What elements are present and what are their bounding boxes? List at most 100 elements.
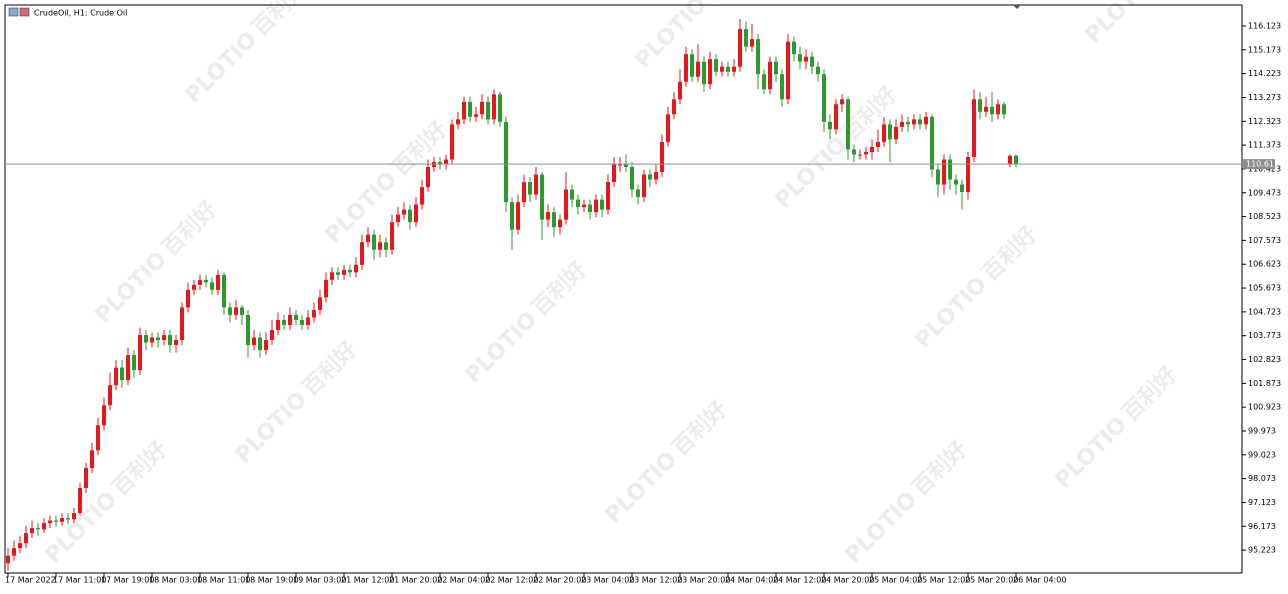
candle-body	[942, 159, 946, 185]
candle-body	[840, 99, 844, 105]
y-tick-label: 109.473	[1248, 188, 1281, 197]
candle-body	[246, 314, 250, 346]
candle-body	[726, 66, 730, 72]
candle-body	[54, 520, 58, 522]
candle-body	[1002, 104, 1006, 115]
x-tick-label: 24 Mar 12:00	[773, 576, 826, 585]
candle-body	[234, 307, 238, 315]
y-tick-label: 114.223	[1248, 69, 1281, 78]
candle-body	[948, 159, 952, 180]
candle-body	[198, 279, 202, 285]
candle-body	[846, 99, 850, 150]
candle-body	[408, 209, 412, 223]
candle-body	[990, 106, 994, 115]
candle-body	[870, 146, 874, 152]
candle-body	[18, 543, 22, 549]
candle-body	[42, 523, 46, 530]
candle-body	[174, 340, 178, 346]
candle-body	[546, 212, 550, 220]
candle-body	[744, 29, 748, 47]
candle-body	[168, 335, 172, 346]
y-tick-label: 107.573	[1248, 236, 1281, 245]
candle-body	[66, 518, 70, 520]
candle-body	[216, 274, 220, 290]
x-tick-label: 21 Mar 12:00	[341, 576, 394, 585]
candle-body	[822, 74, 826, 122]
x-tick-label: 18 Mar 11:00	[197, 576, 250, 585]
candle-body	[498, 94, 502, 122]
candle-body	[318, 297, 322, 310]
candle-body	[594, 199, 598, 213]
candle-body	[474, 114, 478, 117]
candle-body	[384, 242, 388, 250]
candle-body	[300, 319, 304, 325]
candle-body	[426, 166, 430, 188]
y-tick-label: 96.173	[1248, 522, 1276, 531]
candle-body	[180, 307, 184, 341]
candle-body	[564, 189, 568, 220]
candle-body	[738, 29, 742, 67]
candle-body	[378, 242, 382, 250]
y-tick-label: 105.673	[1248, 284, 1281, 293]
x-tick-label: 22 Mar 12:00	[485, 576, 538, 585]
x-tick-label: 22 Mar 20:00	[533, 576, 586, 585]
candle-body	[342, 269, 346, 275]
candle-body	[492, 94, 496, 120]
candle-body	[696, 61, 700, 77]
candle-body	[162, 335, 166, 341]
candle-body	[126, 355, 130, 381]
candle-body	[936, 169, 940, 185]
candle-body	[144, 335, 148, 343]
candle-body	[828, 121, 832, 130]
candle-body	[336, 272, 340, 275]
candle-body	[366, 234, 370, 243]
candle-body	[834, 104, 838, 130]
candle-body	[876, 141, 880, 147]
y-tick-label: 113.273	[1248, 93, 1281, 102]
candle-body	[966, 156, 970, 193]
candle-body	[582, 204, 586, 208]
candle-body	[756, 39, 760, 75]
candle-body	[678, 81, 682, 100]
symbol-icon	[8, 7, 30, 17]
candle-body	[960, 184, 964, 193]
candle-body	[84, 467, 88, 488]
candle-body	[204, 279, 208, 283]
candle-body	[252, 337, 256, 346]
candle-body	[810, 56, 814, 67]
candle-body	[798, 54, 802, 62]
y-tick-label: 101.873	[1248, 379, 1281, 388]
candle-body	[132, 355, 136, 371]
candle-body	[558, 219, 562, 228]
candle-body	[150, 337, 154, 343]
candle-body	[330, 272, 334, 280]
candle-body	[576, 199, 580, 208]
y-tick-label: 97.123	[1248, 498, 1276, 507]
candle-body	[864, 151, 868, 155]
candle-body	[570, 189, 574, 200]
candle-body	[888, 124, 892, 140]
candle-body	[552, 212, 556, 228]
candle-body	[480, 101, 484, 115]
candle-body	[108, 385, 112, 406]
chart-title: CrudeOil, H1: Crude Oil	[34, 9, 127, 18]
candle-body	[240, 307, 244, 315]
candle-body	[396, 214, 400, 223]
y-tick-label: 100.923	[1248, 403, 1281, 412]
candle-body	[816, 66, 820, 75]
y-tick-label: 99.023	[1248, 450, 1276, 459]
current-price-label: 110.617	[1246, 160, 1279, 169]
candle-body	[354, 264, 358, 273]
shift-marker	[1013, 5, 1021, 9]
candle-body	[1014, 155, 1018, 165]
candle-body	[114, 367, 118, 386]
candle-body	[12, 548, 16, 556]
candle-body	[714, 59, 718, 72]
y-tick-label: 103.773	[1248, 331, 1281, 340]
candle-body	[930, 116, 934, 170]
candle-body	[516, 202, 520, 230]
candle-body	[780, 74, 784, 100]
y-tick-label: 99.973	[1248, 426, 1276, 435]
candle-body	[906, 121, 910, 125]
